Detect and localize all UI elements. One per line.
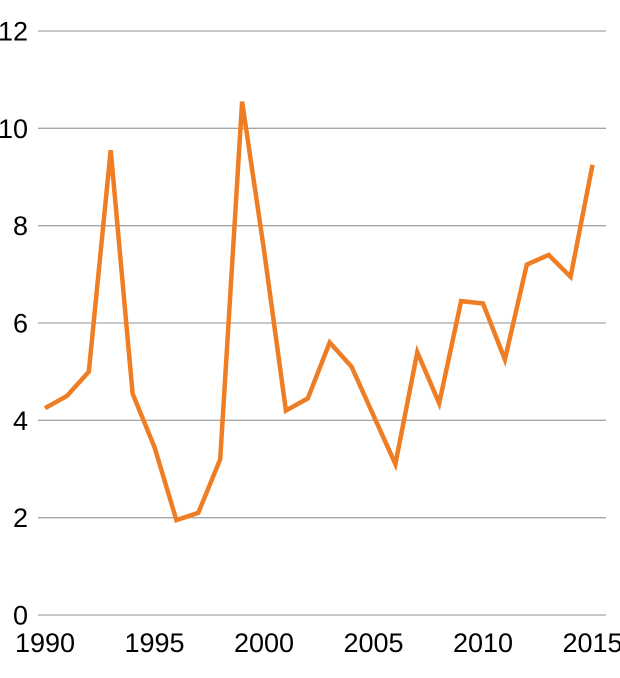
y-tick-label: 4 — [13, 406, 28, 436]
x-tick-label: 2000 — [234, 628, 294, 658]
gridlines — [38, 30, 606, 616]
y-tick-label: 12 — [0, 17, 28, 47]
y-tick-label: 0 — [13, 601, 28, 631]
y-tick-label: 10 — [0, 114, 28, 144]
x-axis-tick-labels: 1990 1995 2000 2005 2010 2015 — [15, 628, 620, 658]
data-series-line — [43, 101, 595, 523]
y-axis-tick-labels: 0 2 4 6 8 10 12 — [0, 17, 28, 631]
y-tick-label: 6 — [13, 309, 28, 339]
x-tick-label: 1990 — [15, 628, 75, 658]
x-tick-label: 1995 — [124, 628, 184, 658]
x-tick-label: 2015 — [562, 628, 620, 658]
x-tick-label: 2005 — [343, 628, 403, 658]
y-tick-label: 8 — [13, 211, 28, 241]
y-tick-label: 2 — [13, 503, 28, 533]
x-tick-label: 2010 — [453, 628, 513, 658]
